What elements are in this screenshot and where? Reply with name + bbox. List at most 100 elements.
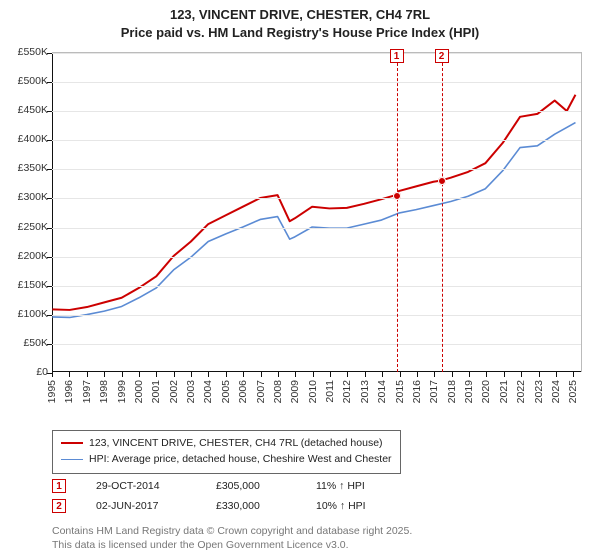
gridline bbox=[52, 286, 581, 287]
x-tick bbox=[539, 372, 540, 377]
plot-area: 12 bbox=[52, 52, 582, 372]
x-tick-label: 2023 bbox=[533, 380, 545, 403]
y-tick-label: £200K bbox=[4, 250, 48, 262]
gridline bbox=[52, 53, 581, 54]
x-tick-label: 2012 bbox=[341, 380, 353, 403]
x-tick bbox=[191, 372, 192, 377]
sale-price: £330,000 bbox=[216, 500, 286, 512]
x-tick-label: 2003 bbox=[185, 380, 197, 403]
sale-vs-hpi: 10% ↑ HPI bbox=[316, 500, 366, 512]
footer-line-1: Contains HM Land Registry data © Crown c… bbox=[52, 524, 412, 538]
sale-row-badge: 2 bbox=[52, 499, 66, 513]
x-tick bbox=[504, 372, 505, 377]
sale-price: £305,000 bbox=[216, 480, 286, 492]
sale-marker-dot bbox=[393, 192, 401, 200]
x-tick-label: 2021 bbox=[498, 380, 510, 403]
x-tick bbox=[365, 372, 366, 377]
x-tick-label: 2005 bbox=[220, 380, 232, 403]
x-tick bbox=[139, 372, 140, 377]
x-tick-label: 1995 bbox=[46, 380, 58, 403]
title-line-2: Price paid vs. HM Land Registry's House … bbox=[0, 24, 600, 42]
sale-marker-badge: 2 bbox=[435, 49, 449, 63]
chart-container: 123, VINCENT DRIVE, CHESTER, CH4 7RL Pri… bbox=[0, 0, 600, 560]
y-tick-label: £550K bbox=[4, 46, 48, 58]
y-tick-label: £150K bbox=[4, 279, 48, 291]
gridline bbox=[52, 198, 581, 199]
legend: 123, VINCENT DRIVE, CHESTER, CH4 7RL (de… bbox=[52, 430, 401, 474]
x-tick-label: 2019 bbox=[463, 380, 475, 403]
x-tick bbox=[313, 372, 314, 377]
title-line-1: 123, VINCENT DRIVE, CHESTER, CH4 7RL bbox=[0, 6, 600, 24]
y-tick-label: £300K bbox=[4, 191, 48, 203]
gridline bbox=[52, 228, 581, 229]
y-tick-label: £250K bbox=[4, 221, 48, 233]
x-tick-label: 2017 bbox=[428, 380, 440, 403]
x-tick bbox=[400, 372, 401, 377]
x-tick-label: 2010 bbox=[307, 380, 319, 403]
line-layer bbox=[52, 53, 581, 372]
y-tick-label: £500K bbox=[4, 75, 48, 87]
x-tick-label: 2025 bbox=[567, 380, 579, 403]
x-tick bbox=[452, 372, 453, 377]
x-tick-label: 2020 bbox=[480, 380, 492, 403]
legend-label: 123, VINCENT DRIVE, CHESTER, CH4 7RL (de… bbox=[89, 435, 383, 451]
x-tick-label: 1997 bbox=[81, 380, 93, 403]
series-line bbox=[52, 123, 575, 318]
x-tick-label: 2008 bbox=[272, 380, 284, 403]
x-tick bbox=[87, 372, 88, 377]
legend-swatch bbox=[61, 442, 83, 444]
series-line bbox=[52, 95, 575, 310]
sale-date: 02-JUN-2017 bbox=[96, 500, 186, 512]
x-tick bbox=[104, 372, 105, 377]
x-tick-label: 1999 bbox=[116, 380, 128, 403]
x-tick bbox=[330, 372, 331, 377]
x-tick-label: 2024 bbox=[550, 380, 562, 403]
x-tick bbox=[417, 372, 418, 377]
gridline bbox=[52, 315, 581, 316]
x-tick bbox=[573, 372, 574, 377]
legend-swatch bbox=[61, 459, 83, 460]
x-tick bbox=[278, 372, 279, 377]
gridline bbox=[52, 82, 581, 83]
x-tick bbox=[69, 372, 70, 377]
x-tick bbox=[122, 372, 123, 377]
gridline bbox=[52, 111, 581, 112]
x-tick-label: 2016 bbox=[411, 380, 423, 403]
sale-row: 1 29-OCT-2014 £305,000 11% ↑ HPI bbox=[52, 476, 366, 496]
x-tick-label: 2000 bbox=[133, 380, 145, 403]
x-tick-label: 2015 bbox=[394, 380, 406, 403]
x-tick bbox=[208, 372, 209, 377]
footer-attribution: Contains HM Land Registry data © Crown c… bbox=[52, 524, 412, 552]
x-tick bbox=[174, 372, 175, 377]
x-tick-label: 1998 bbox=[98, 380, 110, 403]
x-tick bbox=[521, 372, 522, 377]
x-tick-label: 1996 bbox=[63, 380, 75, 403]
x-tick-label: 2011 bbox=[324, 380, 336, 403]
x-tick bbox=[556, 372, 557, 377]
x-tick-label: 2014 bbox=[376, 380, 388, 403]
sale-marker-dot bbox=[438, 177, 446, 185]
x-tick-label: 2006 bbox=[237, 380, 249, 403]
x-tick-label: 2004 bbox=[202, 380, 214, 403]
x-tick bbox=[382, 372, 383, 377]
sale-marker-badge: 1 bbox=[390, 49, 404, 63]
sale-row-badge: 1 bbox=[52, 479, 66, 493]
x-tick bbox=[243, 372, 244, 377]
sale-marker-line bbox=[442, 53, 443, 372]
legend-label: HPI: Average price, detached house, Ches… bbox=[89, 451, 392, 467]
sale-vs-hpi: 11% ↑ HPI bbox=[316, 480, 365, 492]
x-tick bbox=[156, 372, 157, 377]
legend-item: 123, VINCENT DRIVE, CHESTER, CH4 7RL (de… bbox=[61, 435, 392, 451]
x-tick bbox=[52, 372, 53, 377]
x-tick bbox=[226, 372, 227, 377]
x-tick-label: 2007 bbox=[255, 380, 267, 403]
chart-title: 123, VINCENT DRIVE, CHESTER, CH4 7RL Pri… bbox=[0, 0, 600, 41]
x-tick bbox=[347, 372, 348, 377]
x-tick-label: 2022 bbox=[515, 380, 527, 403]
sale-date: 29-OCT-2014 bbox=[96, 480, 186, 492]
x-tick-label: 2009 bbox=[289, 380, 301, 403]
legend-item: HPI: Average price, detached house, Ches… bbox=[61, 451, 392, 467]
sale-marker-line bbox=[397, 53, 398, 372]
footer-line-2: This data is licensed under the Open Gov… bbox=[52, 538, 412, 552]
gridline bbox=[52, 169, 581, 170]
